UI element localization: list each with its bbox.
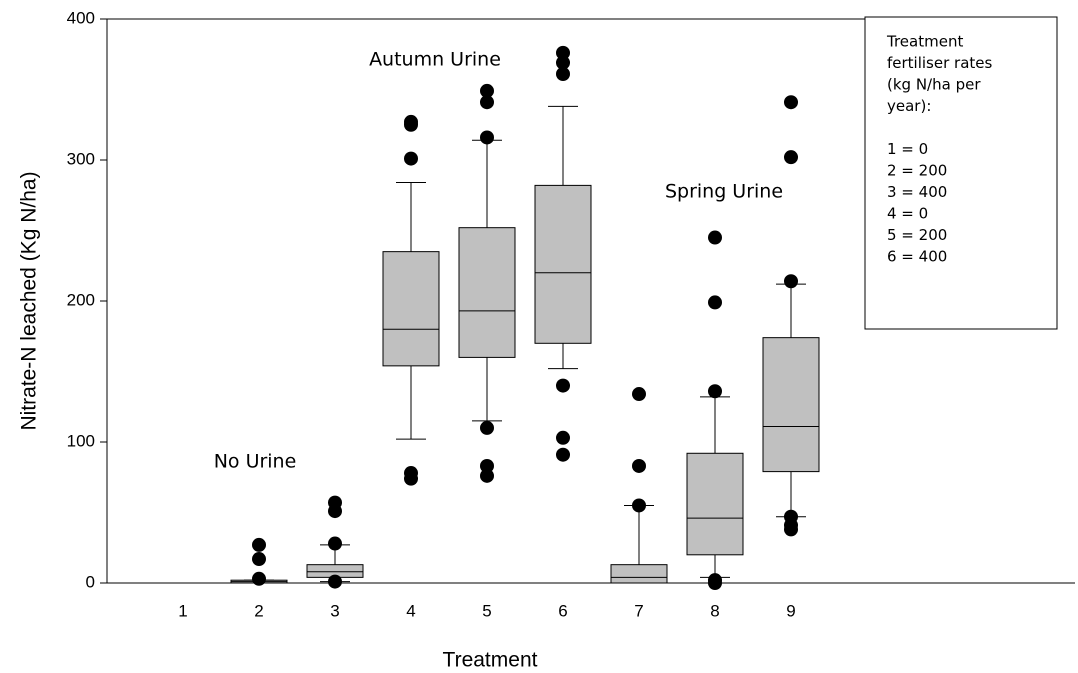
outlier: [252, 537, 266, 552]
outlier: [480, 83, 494, 98]
box: [458, 227, 516, 358]
outlier: [556, 55, 570, 70]
outlier: [708, 384, 722, 399]
x-tick-label: 1: [178, 601, 187, 620]
outlier: [708, 576, 722, 590]
outlier: [556, 45, 570, 60]
x-tick-label: 7: [634, 601, 643, 620]
outlier: [480, 95, 494, 110]
annotation: Spring Urine: [665, 181, 783, 203]
outlier: [556, 430, 570, 445]
outlier: [328, 504, 342, 519]
box: [534, 184, 592, 344]
outlier: [632, 387, 646, 402]
x-tick-label: 2: [254, 601, 263, 620]
outlier: [480, 130, 494, 145]
box: [762, 337, 820, 473]
outlier: [404, 117, 418, 132]
note-line: 2 = 200: [887, 162, 947, 180]
outlier: [556, 447, 570, 462]
x-tick-label: 9: [786, 601, 795, 620]
outlier: [480, 468, 494, 483]
note-line: fertiliser rates: [887, 54, 993, 72]
outlier: [556, 66, 570, 81]
x-axis-label: Treatment: [443, 649, 538, 672]
x-tick-label: 3: [330, 601, 339, 620]
outlier: [708, 230, 722, 245]
outlier: [252, 552, 266, 567]
note-box: [864, 16, 1058, 330]
note-line: 4 = 0: [887, 205, 928, 223]
x-tick-label: 8: [710, 601, 719, 620]
outlier: [784, 274, 798, 289]
x-tick-label: 5: [482, 601, 491, 620]
note-line: year):: [887, 97, 931, 115]
y-tick-label: 100: [67, 431, 95, 450]
y-tick-label: 200: [67, 290, 95, 309]
outlier: [632, 498, 646, 513]
note-line: 3 = 400: [887, 183, 947, 201]
x-tick-label: 6: [558, 601, 567, 620]
outlier: [784, 150, 798, 165]
note-line: Treatment: [886, 33, 963, 51]
box: [382, 251, 440, 367]
outlier: [784, 522, 798, 537]
outlier: [708, 295, 722, 310]
outlier: [480, 420, 494, 435]
outlier: [480, 458, 494, 473]
outlier: [404, 471, 418, 486]
annotation: Autumn Urine: [369, 49, 501, 71]
y-tick-label: 300: [67, 149, 95, 168]
outlier: [328, 536, 342, 551]
outlier: [632, 458, 646, 473]
outlier: [404, 151, 418, 166]
box: [610, 564, 668, 584]
note-line: 6 = 400: [887, 248, 947, 266]
note-line: 1 = 0: [887, 140, 928, 158]
outlier: [784, 95, 798, 110]
annotation: No Urine: [214, 451, 297, 473]
outlier: [556, 378, 570, 393]
outlier: [252, 571, 266, 586]
x-tick-label: 4: [406, 601, 415, 620]
outlier: [328, 574, 342, 589]
box: [686, 452, 744, 556]
note-line: (kg N/ha per: [887, 76, 981, 94]
y-axis-label: Nitrate-N leached (Kg N/ha): [18, 171, 41, 430]
y-tick-label: 0: [86, 572, 95, 591]
y-tick-label: 400: [67, 8, 95, 27]
note-line: 5 = 200: [887, 226, 947, 244]
